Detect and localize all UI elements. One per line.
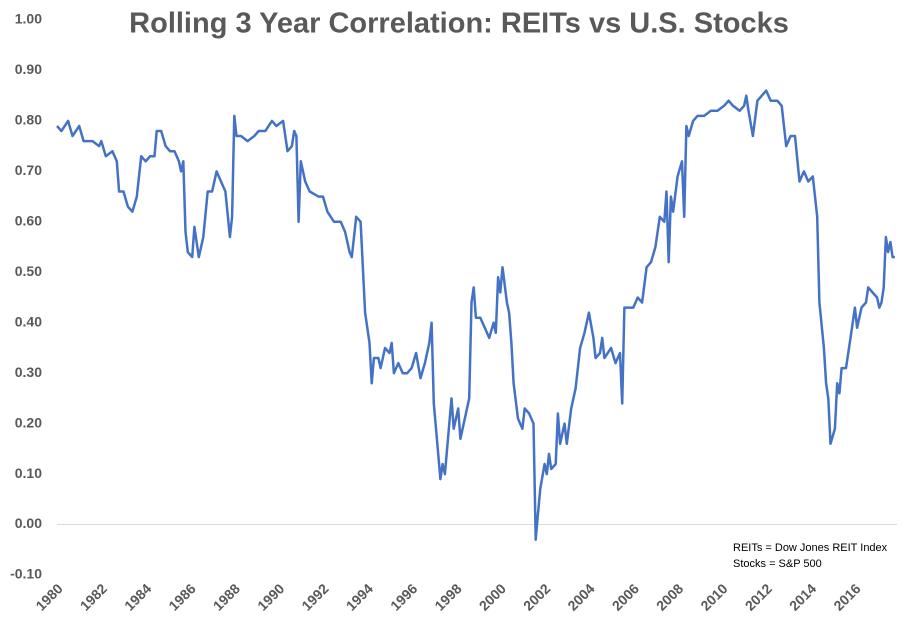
x-tick-label: 1986 bbox=[165, 580, 198, 613]
y-tick-label: 0.70 bbox=[15, 162, 42, 178]
x-tick-label: 2008 bbox=[653, 580, 686, 613]
x-tick-label: 2006 bbox=[609, 580, 642, 613]
y-tick-label: 0.10 bbox=[15, 465, 42, 481]
x-tick-label: 1994 bbox=[343, 580, 376, 613]
x-tick-label: 1980 bbox=[32, 580, 65, 613]
annotation: Stocks = S&P 500 bbox=[733, 558, 822, 570]
x-tick-label: 1990 bbox=[254, 580, 287, 613]
y-tick-label: 0.80 bbox=[15, 112, 42, 128]
x-tick-label: 1988 bbox=[210, 580, 243, 613]
y-tick-label: 0.90 bbox=[15, 61, 42, 77]
x-tick-label: 1984 bbox=[121, 580, 154, 613]
y-tick-label: 0.40 bbox=[15, 313, 42, 329]
y-tick-label: 0.50 bbox=[15, 263, 42, 279]
x-tick-label: 1998 bbox=[431, 580, 464, 613]
x-tick-label: 1982 bbox=[77, 580, 110, 613]
line-series bbox=[56, 89, 895, 541]
annotation: REITs = Dow Jones REIT Index bbox=[733, 542, 888, 554]
x-tick-label: 1996 bbox=[387, 580, 420, 613]
x-tick-label: 1992 bbox=[298, 580, 331, 613]
x-tick-label: 2016 bbox=[830, 580, 863, 613]
y-tick-label: 0.20 bbox=[15, 414, 42, 430]
x-tick-label: 2012 bbox=[742, 580, 775, 613]
x-tick-label: 2000 bbox=[476, 580, 509, 613]
y-tick-label: -0.10 bbox=[10, 566, 42, 582]
y-tick-label: 0.60 bbox=[15, 213, 42, 229]
y-tick-label: 0.00 bbox=[15, 515, 42, 531]
y-tick-label: 0.30 bbox=[15, 364, 42, 380]
x-tick-label: 2014 bbox=[786, 580, 819, 613]
y-tick-label: 1.00 bbox=[15, 11, 42, 27]
x-tick-label: 2002 bbox=[520, 580, 553, 613]
x-tick-label: 2004 bbox=[564, 580, 597, 613]
x-tick-label: 2010 bbox=[697, 580, 730, 613]
chart-title: Rolling 3 Year Correlation: REITs vs U.S… bbox=[129, 8, 789, 40]
